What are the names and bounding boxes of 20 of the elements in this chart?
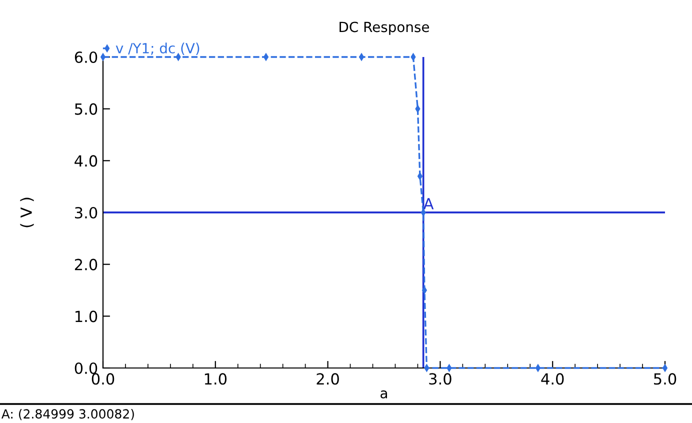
y-tick-label: 4.0 xyxy=(74,155,98,167)
x-tick-label: 2.0 xyxy=(316,373,339,385)
text: A: (2.84999 3.00082) xyxy=(1,408,134,420)
point xyxy=(415,105,420,112)
x-tick-label: 1.0 xyxy=(204,373,227,385)
x-axis-title: a xyxy=(380,390,387,398)
y-tick-label: 2.0 xyxy=(74,258,98,270)
x-tick-label: 0.0 xyxy=(92,373,114,385)
ref-line-label: A xyxy=(423,198,434,210)
x-tick-label: 4.0 xyxy=(541,373,564,385)
y-tick-label: 3.0 xyxy=(75,206,98,219)
y-tick-label: 5.0 xyxy=(75,103,98,115)
y-tick-label: 0.0 xyxy=(74,362,98,374)
x-tick-label: 3.0 xyxy=(429,373,452,385)
legend-label: v /Y1; dc (V) xyxy=(116,42,200,56)
chart-title: DC Response xyxy=(340,22,430,35)
x-tick-label: 5.0 xyxy=(654,373,676,385)
y-tick-label: 6.0 xyxy=(74,51,98,64)
y-tick-label: 1.0 xyxy=(76,310,98,322)
y-axis-title: ( V ) xyxy=(20,198,34,228)
